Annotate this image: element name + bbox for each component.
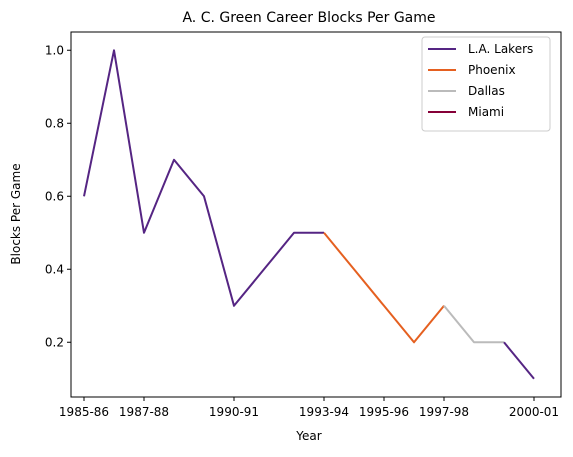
legend-label: Dallas (468, 84, 505, 98)
series-line-l-a-lakers (83, 49, 324, 307)
x-tick-label: 1990-91 (209, 405, 259, 419)
legend-label: Miami (468, 105, 504, 119)
y-tick-label: 0.8 (45, 116, 64, 130)
legend-label: Phoenix (468, 63, 516, 77)
x-tick-label: 1995-96 (359, 405, 409, 419)
series-line-dallas (443, 305, 504, 344)
y-tick-label: 0.4 (45, 262, 64, 276)
series-line-phoenix (323, 232, 445, 344)
x-tick-label: 1985-86 (59, 405, 109, 419)
chart-title: A. C. Green Career Blocks Per Game (182, 10, 435, 26)
legend-label: L.A. Lakers (468, 42, 533, 56)
y-axis: 0.2 0.4 0.6 0.8 1.0 (45, 43, 71, 349)
y-tick-label: 0.6 (45, 189, 64, 203)
x-tick-label: 1997-98 (419, 405, 469, 419)
x-tick-label: 1993-94 (299, 405, 349, 419)
series-line-miami (503, 341, 535, 380)
x-axis: 1985-86 1987-88 1990-91 1993-94 1995-96 1997-… (59, 397, 559, 419)
x-tick-label: 2000-01 (509, 405, 559, 419)
legend: L.A. Lakers Phoenix Dallas Miami (421, 36, 551, 132)
y-axis-label: Blocks Per Game (9, 163, 23, 264)
plot-area (83, 49, 535, 380)
x-axis-label: Year (295, 429, 321, 443)
axes-frame (70, 31, 562, 398)
y-tick-label: 0.2 (45, 335, 64, 349)
y-tick-label: 1.0 (45, 43, 64, 57)
legend-frame (421, 36, 551, 132)
x-tick-label: 1987-88 (119, 405, 169, 419)
